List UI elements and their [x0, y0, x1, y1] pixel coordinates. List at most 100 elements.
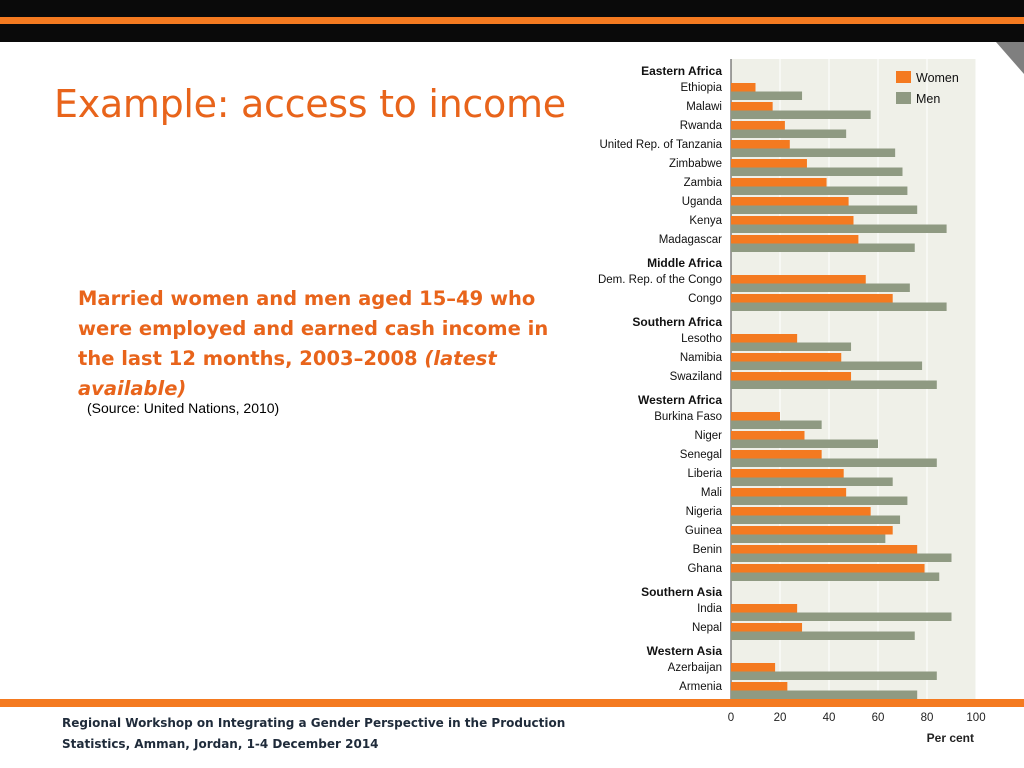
bar-men-zimbabwe — [731, 167, 903, 176]
country-label: Dem. Rep. of the Congo — [598, 274, 722, 286]
bar-women-lesotho — [731, 334, 798, 343]
country-label: Guinea — [685, 525, 723, 537]
bar-men-liberia — [731, 477, 893, 486]
country-label: Uganda — [682, 196, 723, 208]
bar-men-rwanda — [731, 129, 847, 138]
bar-men-senegal — [731, 458, 937, 467]
region-label: Southern Asia — [641, 585, 722, 599]
chart-subtitle: Married women and men aged 15–49 who wer… — [78, 284, 578, 404]
source-citation: (Source: United Nations, 2010) — [87, 400, 280, 416]
bar-women-kenya — [731, 216, 854, 225]
region-label: Southern Africa — [632, 315, 722, 329]
country-label: Armenia — [679, 681, 722, 693]
country-label: Zambia — [684, 177, 723, 189]
legend-swatch-men — [896, 92, 911, 104]
top-accent-stripe — [0, 17, 1024, 24]
bar-women-united-rep-of-tanzania — [731, 140, 790, 149]
country-label: Burkina Faso — [654, 411, 722, 423]
country-label: Niger — [695, 430, 723, 442]
chart-subtitle-main: Married women and men aged 15–49 who wer… — [78, 287, 549, 370]
bar-women-ethiopia — [731, 83, 756, 92]
bar-women-guinea — [731, 526, 893, 535]
bar-women-malawi — [731, 102, 773, 111]
bar-women-nigeria — [731, 507, 871, 516]
bar-men-india — [731, 612, 952, 621]
footer-accent-stripe — [0, 699, 1024, 707]
country-label: Mali — [701, 487, 722, 499]
bar-men-nepal — [731, 631, 915, 640]
bar-men-zambia — [731, 186, 908, 195]
bar-women-zimbabwe — [731, 159, 807, 168]
bar-men-nigeria — [731, 515, 901, 524]
bar-women-nepal — [731, 623, 803, 632]
country-label: Ghana — [687, 563, 722, 575]
slide-title: Example: access to income — [54, 82, 566, 126]
bar-men-ethiopia — [731, 91, 803, 100]
legend-swatch-women — [896, 71, 911, 83]
x-tick-label: 80 — [921, 712, 934, 724]
country-label: Liberia — [687, 468, 722, 480]
country-label: Malawi — [686, 101, 722, 113]
bar-men-kenya — [731, 224, 947, 233]
country-label: Swaziland — [670, 371, 722, 383]
legend-label-men: Men — [916, 92, 940, 106]
bar-men-congo — [731, 302, 947, 311]
bar-women-madagascar — [731, 235, 859, 244]
income-bar-chart: 0 20 40 60 80 100 Per cent Eastern Africa Ethiop… — [598, 59, 986, 745]
country-label: Lesotho — [681, 333, 722, 345]
bar-women-niger — [731, 431, 805, 440]
bar-women-armenia — [731, 682, 788, 691]
x-axis-label: Per cent — [927, 731, 974, 745]
country-label: Azerbaijan — [668, 662, 722, 674]
country-label: Namibia — [680, 352, 723, 364]
country-label: India — [697, 603, 723, 615]
country-label: Rwanda — [680, 120, 723, 132]
x-tick-label: 100 — [966, 712, 985, 724]
country-label: United Rep. of Tanzania — [599, 139, 722, 151]
bar-men-madagascar — [731, 243, 915, 252]
bar-men-ghana — [731, 572, 940, 581]
bar-women-uganda — [731, 197, 849, 206]
footer-line-1: Regional Workshop on Integrating a Gende… — [62, 716, 566, 730]
country-label: Madagascar — [659, 234, 722, 246]
country-label: Congo — [688, 293, 722, 305]
bar-men-armenia — [731, 690, 918, 699]
country-label: Nigeria — [686, 506, 723, 518]
x-tick-label: 60 — [872, 712, 885, 724]
bar-women-namibia — [731, 353, 842, 362]
bar-men-burkina-faso — [731, 420, 822, 429]
bar-men-namibia — [731, 361, 923, 370]
footer-line-2: Statistics, Amman, Jordan, 1-4 December … — [62, 737, 379, 751]
x-tick-label: 20 — [774, 712, 787, 724]
x-tick-label: 0 — [728, 712, 734, 724]
chart-panel: 0 20 40 60 80 100 Per cent Eastern Africa Ethiop… — [572, 42, 996, 768]
x-tick-label: 40 — [823, 712, 836, 724]
bar-men-niger — [731, 439, 878, 448]
bar-women-senegal — [731, 450, 822, 459]
bar-women-benin — [731, 545, 918, 554]
legend-label-women: Women — [916, 71, 959, 85]
bar-women-liberia — [731, 469, 844, 478]
bar-women-burkina-faso — [731, 412, 780, 421]
country-label: Nepal — [692, 622, 722, 634]
bar-women-ghana — [731, 564, 925, 573]
bar-men-lesotho — [731, 342, 852, 351]
region-label: Western Africa — [638, 393, 722, 407]
country-label: Benin — [693, 544, 722, 556]
bar-men-azerbaijan — [731, 671, 937, 680]
bar-women-azerbaijan — [731, 663, 776, 672]
country-label: Ethiopia — [680, 82, 722, 94]
bar-women-rwanda — [731, 121, 785, 130]
bar-men-uganda — [731, 205, 918, 214]
chart-subtitle-italic: (latest available) — [78, 347, 497, 400]
bar-women-swaziland — [731, 372, 852, 381]
bar-men-swaziland — [731, 380, 937, 389]
bar-men-dem-rep-of-the-congo — [731, 283, 910, 292]
country-label: Kenya — [689, 215, 722, 227]
bar-men-united-rep-of-tanzania — [731, 148, 896, 157]
region-label: Western Asia — [647, 644, 723, 658]
bar-men-benin — [731, 553, 952, 562]
region-label: Eastern Africa — [641, 64, 722, 78]
bar-women-india — [731, 604, 798, 613]
bar-men-mali — [731, 496, 908, 505]
